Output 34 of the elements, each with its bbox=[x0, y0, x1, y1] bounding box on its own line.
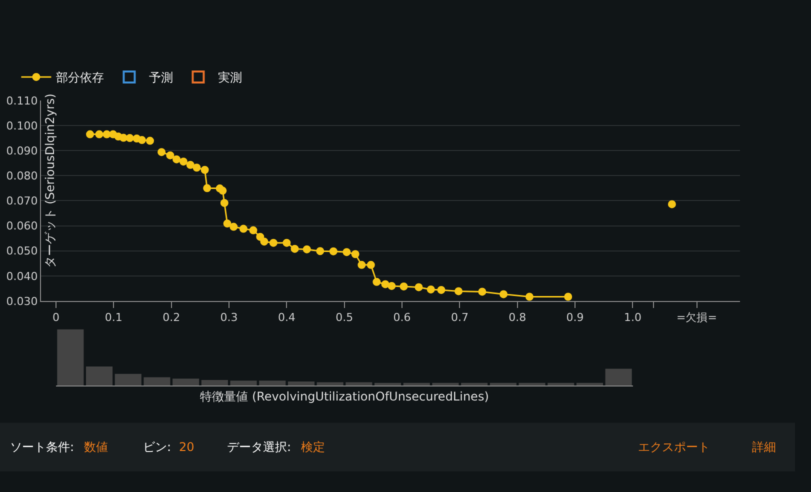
x-tick-label: 0.1 bbox=[104, 311, 122, 324]
y-tick-label: 0.110 bbox=[6, 94, 38, 108]
y-tick-label: 0.100 bbox=[6, 119, 38, 132]
text: 詳細 bbox=[752, 440, 776, 454]
text: 検定 bbox=[301, 440, 325, 454]
text: ビン: bbox=[143, 440, 172, 454]
y-tick-label: 0.060 bbox=[6, 220, 38, 233]
legend-label: 予測 bbox=[149, 70, 174, 85]
y-tick-label: 0.090 bbox=[6, 144, 38, 158]
y-tick-label: 0.080 bbox=[6, 169, 38, 182]
x-tick-label: 0.8 bbox=[508, 311, 526, 324]
x-tick-label: 1.0 bbox=[624, 311, 642, 324]
x-axis-title: 特徴量値 (RevolvingUtilizationOfUnsecuredLines) bbox=[200, 390, 489, 404]
x-tick-label: =欠損= bbox=[676, 311, 717, 324]
text: エクスポート bbox=[638, 440, 710, 454]
y-axis-title: ターゲット (SeriousDlqin2yrs) bbox=[42, 94, 57, 268]
legend-label: 実測 bbox=[218, 70, 242, 85]
x-tick-label: 0.7 bbox=[450, 311, 468, 324]
text: ソート条件: bbox=[10, 440, 74, 454]
x-tick-label: 0.4 bbox=[278, 311, 296, 324]
text: 20 bbox=[179, 440, 194, 454]
x-tick-label: 0 bbox=[52, 311, 60, 324]
text: データ選択: bbox=[227, 440, 292, 454]
text: 数値 bbox=[84, 440, 108, 454]
x-tick-label: 0.2 bbox=[162, 311, 180, 324]
x-tick-label: 0.6 bbox=[393, 311, 411, 324]
x-tick-label: 0.5 bbox=[336, 311, 354, 324]
x-tick-label: 0.9 bbox=[566, 311, 584, 324]
y-tick-label: 0.030 bbox=[6, 294, 38, 308]
x-tick-label: 0.3 bbox=[220, 311, 238, 324]
legend-label: 部分依存 bbox=[56, 70, 104, 85]
y-tick-label: 0.050 bbox=[6, 244, 38, 258]
y-tick-label: 0.040 bbox=[6, 270, 38, 283]
y-tick-label: 0.070 bbox=[6, 194, 38, 208]
